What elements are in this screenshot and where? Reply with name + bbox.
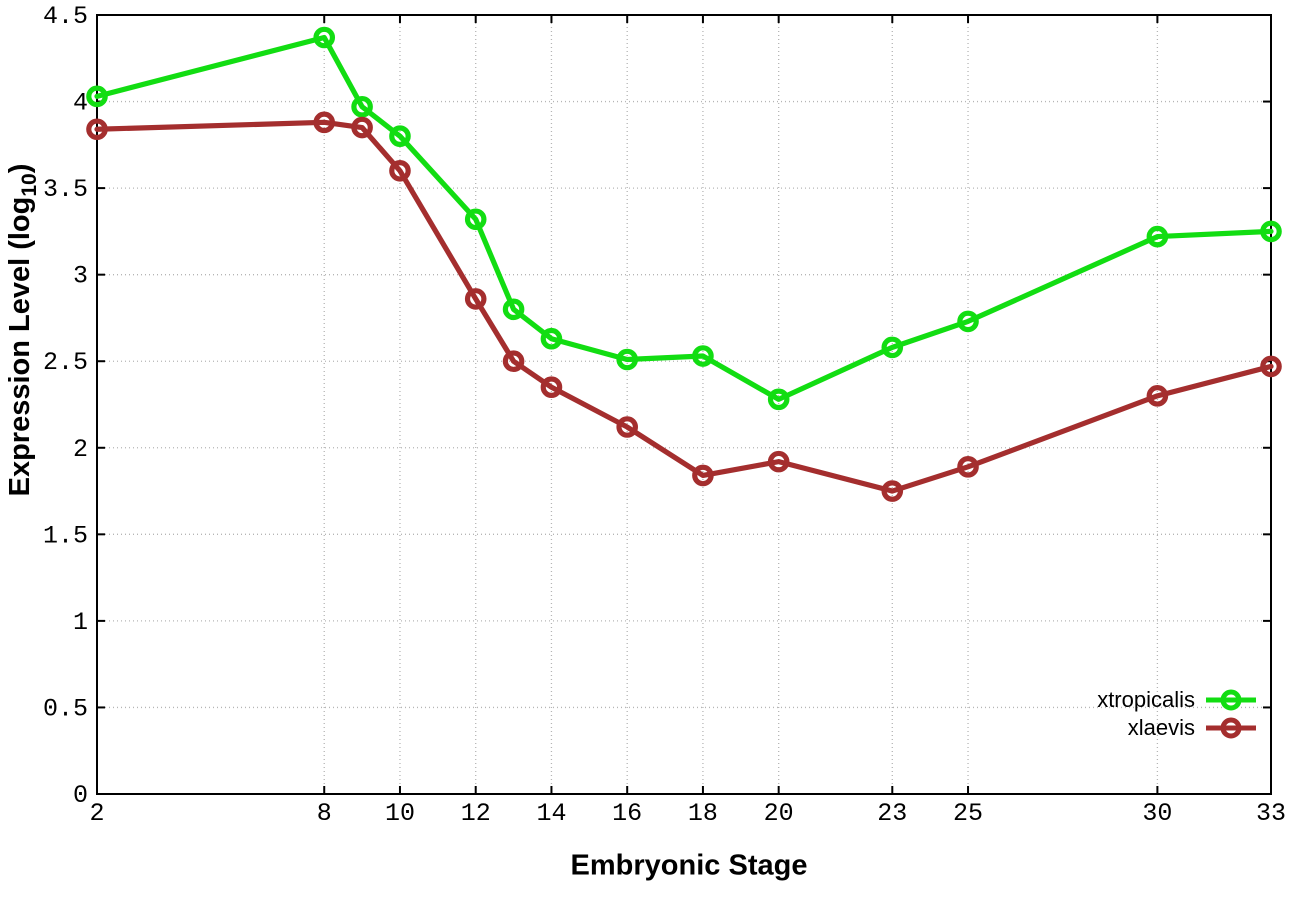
legend-line-marker-icon (1206, 689, 1256, 711)
y-axis-title-subscript: 10 (18, 173, 41, 197)
series-line-xlaevis (94, 119, 1274, 494)
x-tick-label: 10 (385, 799, 415, 828)
series-line-xtropicalis (94, 34, 1274, 402)
legend-label: xtropicalis (1097, 687, 1195, 712)
y-tick-label: 3.5 (43, 175, 88, 204)
y-tick-label: 2 (73, 435, 88, 464)
data-point-xtropicalis (957, 310, 979, 333)
plot-border (96, 14, 1272, 795)
data-point-xtropicalis (86, 85, 108, 108)
data-point-xlaevis (313, 111, 336, 134)
y-tick-label: 3 (73, 262, 88, 291)
data-point-xlaevis (351, 116, 373, 139)
y-axis-title-close: ) (4, 163, 36, 174)
x-tick-label: 18 (688, 799, 718, 828)
data-point-xlaevis (86, 118, 108, 141)
x-tick-label: 12 (461, 799, 491, 828)
data-point-xtropicalis (502, 298, 525, 321)
x-axis-title: Embryonic Stage (570, 849, 808, 882)
y-tick-label: 2.5 (43, 348, 88, 377)
x-tick-label: 23 (877, 799, 907, 828)
data-point-xlaevis (767, 450, 790, 473)
y-axis-title: Expression Level (log10) (4, 164, 42, 497)
legend-entry-xtropicalis: xtropicalis (1097, 686, 1257, 714)
data-point-xtropicalis (351, 95, 373, 118)
y-tick-label: 4 (73, 89, 88, 118)
data-point-xlaevis (957, 456, 979, 478)
data-point-xtropicalis (389, 125, 411, 147)
x-tick-label: 2 (89, 799, 104, 828)
legend-label: xlaevis (1127, 715, 1195, 740)
x-tick-label: 30 (1142, 799, 1172, 828)
data-point-xlaevis (881, 480, 904, 502)
data-point-xlaevis (389, 160, 411, 182)
data-point-xtropicalis (616, 348, 638, 371)
x-tick-label: 25 (953, 799, 983, 828)
y-axis-title-text: Expression Level (log (4, 196, 36, 497)
x-tick-label: 14 (536, 799, 566, 828)
data-point-xlaevis (502, 350, 525, 373)
data-point-xtropicalis (881, 336, 904, 359)
y-tick-label: 0 (73, 781, 88, 810)
x-tick-label: 8 (317, 799, 332, 828)
data-point-xtropicalis (1260, 220, 1282, 243)
legend-entry-xlaevis: xlaevis (1128, 714, 1257, 742)
x-tick-label: 20 (764, 799, 794, 828)
y-tick-label: 0.5 (43, 694, 88, 723)
data-point-xtropicalis (692, 345, 714, 367)
x-tick-label: 33 (1256, 799, 1286, 828)
y-tick-label: 1.5 (43, 521, 88, 550)
data-point-xtropicalis (464, 208, 487, 231)
data-point-xtropicalis (767, 388, 790, 411)
data-point-xtropicalis (1146, 225, 1169, 248)
data-point-xlaevis (616, 416, 638, 438)
data-point-xtropicalis (313, 26, 336, 49)
y-tick-label: 4.5 (43, 2, 88, 31)
data-point-xtropicalis (540, 327, 563, 350)
data-point-xlaevis (1146, 385, 1169, 407)
legend-line-marker-icon (1206, 717, 1256, 739)
data-point-xlaevis (1260, 355, 1282, 378)
x-tick-label: 16 (612, 799, 642, 828)
data-point-xlaevis (692, 464, 714, 487)
data-point-xlaevis (464, 288, 487, 310)
data-point-xlaevis (540, 376, 563, 398)
y-tick-label: 1 (73, 608, 88, 637)
